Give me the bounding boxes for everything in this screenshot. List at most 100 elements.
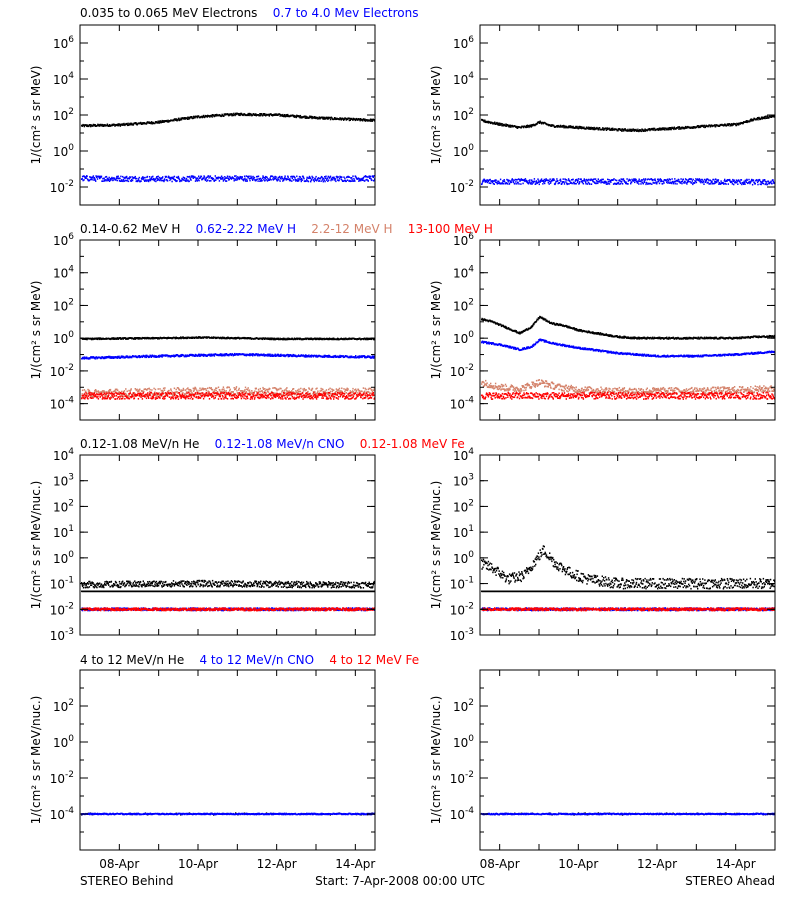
data-point: [331, 176, 333, 179]
data-point: [313, 392, 315, 395]
data-point: [297, 390, 300, 393]
data-point: [586, 183, 589, 185]
data-point: [637, 128, 639, 131]
data-point: [605, 183, 608, 185]
data-point: [261, 338, 264, 341]
data-point: [84, 176, 86, 178]
data-point: [751, 119, 753, 122]
data-point: [364, 387, 366, 390]
data-point: [251, 391, 253, 394]
data-point: [680, 178, 682, 180]
data-point: [149, 394, 151, 397]
data-point: [230, 113, 233, 116]
data-point: [175, 337, 177, 340]
data-point: [636, 180, 638, 183]
data-point: [206, 392, 208, 394]
data-point: [84, 394, 86, 397]
data-point: [130, 396, 132, 399]
data-point: [94, 358, 96, 360]
data-point: [613, 178, 615, 180]
data-point: [733, 179, 735, 182]
data-point: [143, 394, 145, 396]
data-point: [547, 179, 549, 181]
data-point: [348, 119, 351, 122]
data-point: [83, 124, 85, 127]
data-point: [561, 126, 563, 128]
data-point: [221, 177, 223, 179]
data-point: [186, 391, 189, 394]
data-point: [153, 387, 155, 390]
data-point: [231, 114, 233, 117]
data-point: [131, 123, 134, 125]
data-point: [185, 179, 187, 181]
data-point: [365, 175, 368, 178]
data-point: [345, 180, 347, 182]
y-tick-label: 102: [453, 107, 474, 123]
data-point: [147, 355, 149, 358]
data-point: [124, 124, 126, 127]
data-point: [208, 336, 210, 338]
data-point: [91, 392, 94, 394]
data-point: [491, 180, 493, 182]
data-point: [261, 353, 263, 356]
data-point: [131, 178, 133, 181]
data-point: [510, 181, 513, 184]
data-point: [247, 114, 249, 116]
data-point: [262, 388, 265, 390]
data-point: [96, 176, 98, 178]
data-point: [677, 126, 680, 128]
data-point: [293, 116, 296, 118]
data-point: [346, 176, 348, 178]
data-point: [161, 356, 163, 358]
data-point: [327, 118, 329, 120]
data-point: [517, 127, 519, 129]
data-point: [324, 177, 327, 179]
data-point: [686, 181, 689, 183]
data-point: [164, 395, 167, 397]
data-point: [242, 178, 244, 181]
data-point: [263, 355, 266, 357]
data-point: [180, 396, 183, 398]
data-point: [314, 390, 316, 393]
data-point: [121, 355, 123, 357]
data-point: [357, 119, 359, 121]
data-point: [178, 117, 180, 120]
data-point: [94, 124, 96, 126]
data-point: [231, 391, 233, 393]
data-point: [196, 177, 198, 179]
data-point: [199, 394, 202, 397]
data-point: [752, 179, 755, 182]
data-point: [176, 395, 178, 397]
data-point: [125, 388, 127, 390]
data-point: [648, 128, 651, 130]
data-point: [493, 183, 495, 185]
data-point: [482, 180, 485, 182]
data-point: [283, 179, 285, 182]
data-point: [711, 124, 713, 126]
data-point: [148, 393, 151, 395]
data-point: [365, 179, 367, 181]
data-point: [139, 395, 141, 398]
data-point: [193, 175, 195, 178]
data-point: [137, 392, 139, 395]
data-point: [157, 177, 159, 180]
data-point: [736, 181, 738, 184]
data-point: [186, 392, 188, 395]
data-point: [731, 181, 733, 183]
data-point: [94, 179, 96, 181]
data-point: [658, 127, 660, 130]
data-point: [549, 178, 551, 180]
data-point: [206, 176, 208, 178]
data-point: [500, 123, 503, 125]
data-point: [185, 355, 188, 358]
data-point: [356, 394, 359, 396]
data-point: [157, 120, 159, 123]
data-point: [122, 390, 125, 393]
data-point: [544, 182, 546, 185]
data-point: [351, 390, 354, 392]
data-point: [173, 354, 175, 356]
data-point: [86, 175, 88, 178]
data-point: [147, 179, 149, 181]
data-point: [129, 122, 131, 125]
